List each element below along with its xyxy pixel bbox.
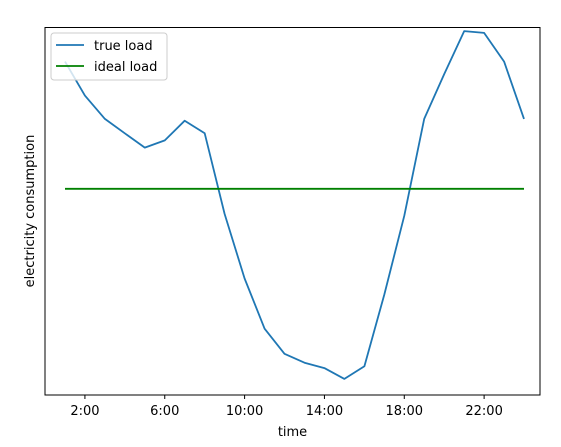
series-line-true-load bbox=[64, 30, 525, 380]
plot-frame bbox=[44, 27, 541, 396]
x-axis: 2:00 6:00 10:00 14:00 18:00 22:00 bbox=[70, 395, 503, 419]
legend: true load ideal load bbox=[50, 32, 168, 81]
plot-layer bbox=[64, 30, 525, 380]
x-tick-label: 10:00 bbox=[226, 404, 263, 419]
x-tick-label: 2:00 bbox=[70, 404, 99, 419]
x-tick-label: 6:00 bbox=[150, 404, 179, 419]
legend-label-true-load: true load bbox=[94, 39, 153, 54]
x-axis-label: time bbox=[278, 425, 307, 440]
x-tick-label: 14:00 bbox=[306, 404, 343, 419]
legend-label-ideal-load: ideal load bbox=[94, 60, 157, 75]
x-tick-label: 18:00 bbox=[386, 404, 423, 419]
x-tick-label: 22:00 bbox=[465, 404, 502, 419]
y-axis-label: electricity consumption bbox=[23, 135, 38, 288]
